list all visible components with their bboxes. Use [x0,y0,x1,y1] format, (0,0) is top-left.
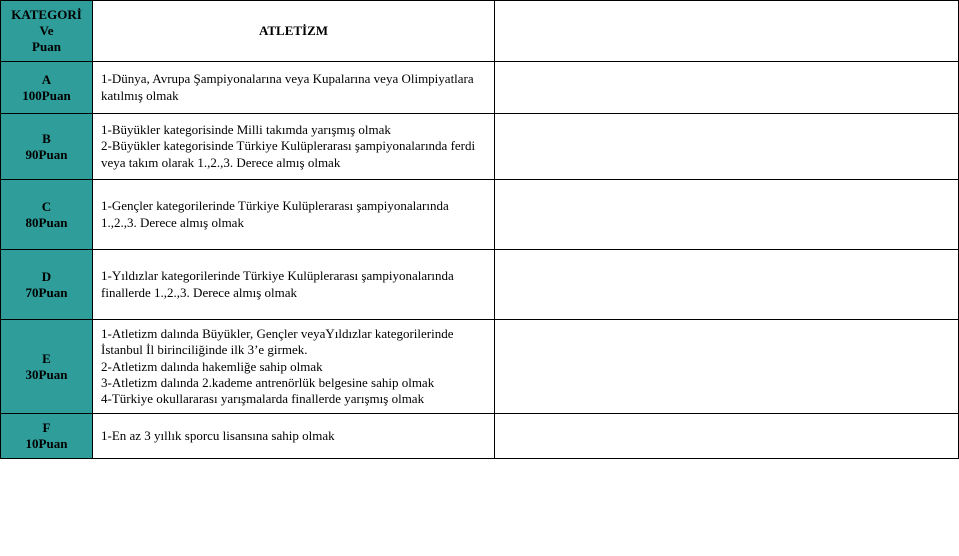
row-a-cat-cell: A100Puan [1,62,93,114]
row-e-cat-cell: E30Puan [1,320,93,414]
row-f: F10Puan 1-En az 3 yıllık sporcu lisansın… [1,414,959,459]
header-cat-text: KATEGORİVePuan [11,7,82,54]
row-c: C80Puan 1-Gençler kategorilerinde Türkiy… [1,180,959,250]
row-f-cat-cell: F10Puan [1,414,93,459]
row-e-desc-cell: 1-Atletizm dalında Büyükler, Gençler vey… [93,320,495,414]
row-c-desc-cell: 1-Gençler kategorilerinde Türkiye Kulüpl… [93,180,495,250]
row-d-extra-cell [495,250,959,320]
header-extra-cell [495,1,959,62]
header-desc-text: ATLETİZM [259,23,328,38]
row-d-cat-cell: D70Puan [1,250,93,320]
row-f-cat-text: F10Puan [26,420,68,451]
row-b: B90Puan 1-Büyükler kategorisinde Milli t… [1,114,959,180]
row-e: E30Puan 1-Atletizm dalında Büyükler, Gen… [1,320,959,414]
row-d-desc-text: 1-Yıldızlar kategorilerinde Türkiye Kulü… [101,268,486,301]
row-b-desc-cell: 1-Büyükler kategorisinde Milli takımda y… [93,114,495,180]
row-b-cat-cell: B90Puan [1,114,93,180]
header-row: KATEGORİVePuan ATLETİZM [1,1,959,62]
row-a-extra-cell [495,62,959,114]
row-a: A100Puan 1-Dünya, Avrupa Şampiyonalarına… [1,62,959,114]
row-d: D70Puan 1-Yıldızlar kategorilerinde Türk… [1,250,959,320]
row-b-desc-text: 1-Büyükler kategorisinde Milli takımda y… [101,122,486,171]
row-a-desc-text: 1-Dünya, Avrupa Şampiyonalarına veya Kup… [101,71,486,104]
row-b-extra-cell [495,114,959,180]
row-a-desc-cell: 1-Dünya, Avrupa Şampiyonalarına veya Kup… [93,62,495,114]
row-c-extra-cell [495,180,959,250]
header-desc-cell: ATLETİZM [93,1,495,62]
row-c-desc-text: 1-Gençler kategorilerinde Türkiye Kulüpl… [101,198,486,231]
row-e-cat-text: E30Puan [26,351,68,382]
row-f-desc-cell: 1-En az 3 yıllık sporcu lisansına sahip … [93,414,495,459]
row-f-extra-cell [495,414,959,459]
row-f-desc-text: 1-En az 3 yıllık sporcu lisansına sahip … [101,428,486,444]
row-d-cat-text: D70Puan [26,269,68,300]
row-b-cat-text: B90Puan [26,131,68,162]
row-c-cat-text: C80Puan [26,199,68,230]
row-e-extra-cell [495,320,959,414]
row-a-cat-text: A100Puan [22,72,70,103]
row-c-cat-cell: C80Puan [1,180,93,250]
row-e-desc-text: 1-Atletizm dalında Büyükler, Gençler vey… [101,326,486,407]
header-cat-cell: KATEGORİVePuan [1,1,93,62]
row-d-desc-cell: 1-Yıldızlar kategorilerinde Türkiye Kulü… [93,250,495,320]
category-table: KATEGORİVePuan ATLETİZM A100Puan 1-Dünya… [0,0,959,459]
